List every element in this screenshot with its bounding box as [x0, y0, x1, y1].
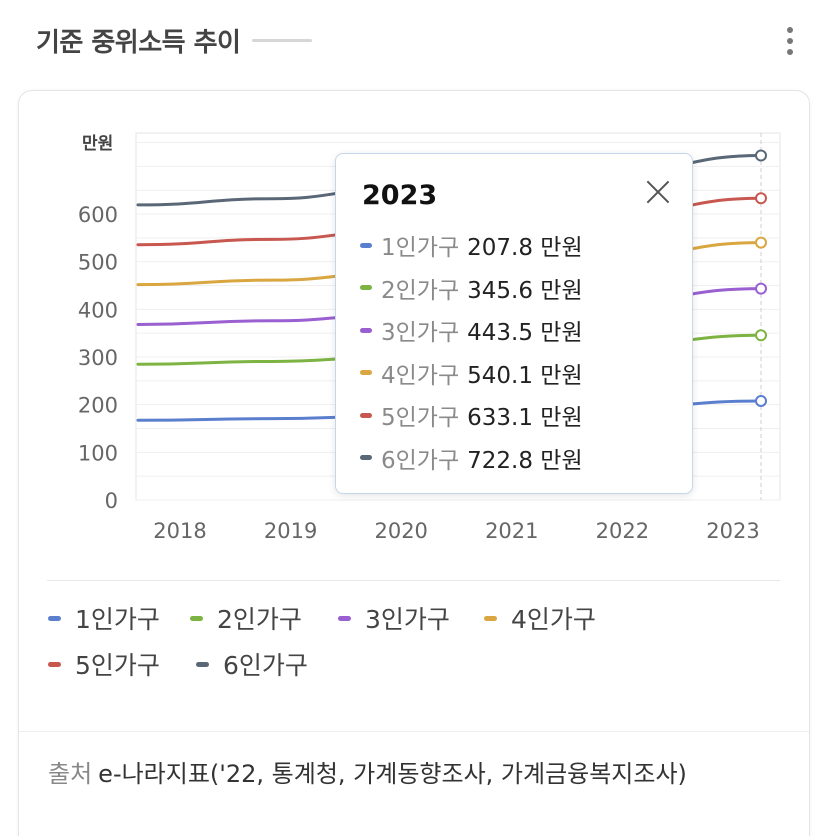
- tooltip-value: 443.5 만원: [467, 320, 583, 347]
- tooltip-swatch: [360, 370, 372, 376]
- y-tick-label: 400: [78, 298, 118, 322]
- legend-item-2[interactable]: 2인가구: [190, 600, 302, 636]
- title-underline: [252, 38, 313, 42]
- y-tick-label: 100: [78, 441, 118, 465]
- tooltip-label: 4인가구: [381, 362, 460, 389]
- source-divider: [19, 731, 809, 732]
- legend-swatch: [48, 661, 61, 667]
- tooltip-row: 1인가구 207.8 만원: [360, 224, 583, 267]
- tooltip-value: 633.1 만원: [467, 405, 583, 432]
- series-point-3: [755, 282, 767, 295]
- legend-label: 2인가구: [217, 605, 302, 634]
- tooltip-title: 2023: [362, 180, 438, 211]
- source-note: 출처 e-나라지표('22, 통계청, 가계동향조사, 가계금융복지조사): [48, 756, 768, 792]
- source-text: e-나라지표('22, 통계청, 가계동향조사, 가계금융복지조사): [98, 760, 687, 788]
- series-point-4: [755, 236, 767, 249]
- legend-swatch: [338, 615, 351, 621]
- y-axis-label: 만원: [82, 134, 113, 154]
- tooltip-swatch: [360, 455, 372, 461]
- legend-label: 4인가구: [511, 605, 596, 634]
- legend-divider: [47, 580, 780, 581]
- legend-swatch: [196, 661, 209, 667]
- x-tick-label: 2021: [485, 519, 538, 543]
- section-header: 기준 중위소득 추이: [36, 18, 313, 62]
- tooltip-row: 5인가구 633.1 만원: [360, 394, 583, 437]
- x-tick-label: 2022: [596, 519, 649, 543]
- tooltip-row: 2인가구 345.6 만원: [360, 267, 583, 310]
- legend-swatch: [48, 615, 61, 621]
- series-point-1: [755, 394, 767, 407]
- legend-swatch: [190, 615, 203, 621]
- tooltip-value: 540.1 만원: [467, 362, 583, 389]
- tooltip-value: 722.8 만원: [467, 447, 583, 474]
- legend-swatch: [484, 615, 497, 621]
- more-options-button[interactable]: [776, 24, 804, 58]
- tooltip-swatch: [360, 327, 372, 333]
- y-tick-label: 300: [78, 346, 118, 370]
- tooltip-rows: 1인가구 207.8 만원 2인가구 345.6 만원 3인가구 443.5 만원 4인가구…: [360, 224, 583, 479]
- tooltip-swatch: [360, 412, 372, 418]
- tooltip-row: 6인가구 722.8 만원: [360, 437, 583, 480]
- tooltip-label: 6인가구: [381, 447, 460, 474]
- legend-item-4[interactable]: 4인가구: [484, 600, 596, 636]
- tooltip-label: 2인가구: [381, 277, 460, 304]
- x-tick-label: 2023: [706, 519, 759, 543]
- series-point-5: [755, 192, 767, 205]
- y-tick-label: 200: [78, 394, 118, 418]
- series-point-6: [755, 149, 767, 162]
- legend-label: 6인가구: [223, 651, 308, 680]
- tooltip-swatch: [360, 242, 372, 248]
- tooltip-value: 345.6 만원: [467, 277, 583, 304]
- y-tick-label: 600: [78, 203, 118, 227]
- tooltip-row: 4인가구 540.1 만원: [360, 352, 583, 395]
- tooltip-label: 1인가구: [381, 235, 460, 262]
- x-tick-label: 2018: [153, 519, 206, 543]
- legend-item-5[interactable]: 5인가구: [48, 646, 160, 682]
- y-tick-label: 0: [105, 489, 118, 513]
- legend-label: 5인가구: [75, 651, 160, 680]
- legend-item-3[interactable]: 3인가구: [338, 600, 450, 636]
- legend-label: 1인가구: [75, 605, 160, 634]
- section-title: 기준 중위소득 추이: [36, 27, 241, 58]
- tooltip-label: 5인가구: [381, 405, 460, 432]
- source-label: 출처: [48, 760, 93, 788]
- tooltip-swatch: [360, 285, 372, 291]
- more-vertical-icon: [787, 27, 793, 33]
- legend-item-6[interactable]: 6인가구: [196, 646, 308, 682]
- y-tick-label: 500: [78, 251, 118, 275]
- tooltip-label: 3인가구: [381, 320, 460, 347]
- x-tick-label: 2019: [264, 519, 317, 543]
- series-point-2: [755, 329, 767, 342]
- tooltip-value: 207.8 만원: [467, 235, 583, 262]
- tooltip-row: 3인가구 443.5 만원: [360, 309, 583, 352]
- x-tick-label: 2020: [374, 519, 427, 543]
- legend-item-1[interactable]: 1인가구: [48, 600, 160, 636]
- chart-tooltip: 2023 1인가구 207.8 만원 2인가구 345.6 만원 3인가구 443.5 만…: [335, 153, 693, 494]
- close-icon[interactable]: [642, 176, 674, 208]
- legend-label: 3인가구: [365, 605, 450, 634]
